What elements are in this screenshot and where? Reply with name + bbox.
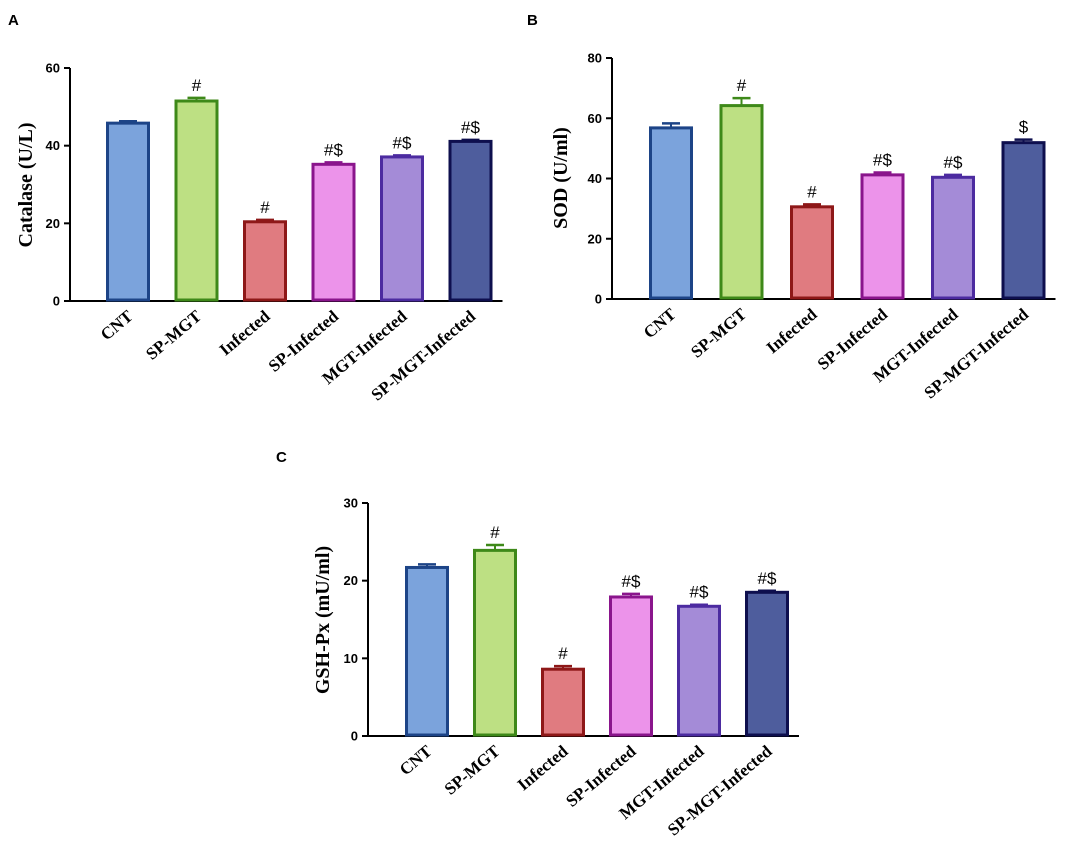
significance-label: $ [1019, 118, 1029, 137]
y-tick-label: 0 [595, 292, 602, 307]
bar-sp-mgt [473, 548, 517, 737]
y-tick-label: 20 [46, 216, 60, 231]
significance-label: # [737, 76, 747, 95]
y-tick-label: 0 [53, 294, 60, 309]
y-axis-label: GSH-Px (mU/ml) [312, 546, 334, 694]
y-axis-label: SOD (U/ml) [550, 127, 572, 229]
bar-infected [541, 667, 585, 737]
category-label: SP-MGT [441, 741, 504, 798]
significance-label: #$ [944, 153, 963, 172]
significance-label: # [192, 76, 202, 95]
bar-sp-mgt [719, 104, 764, 300]
y-tick-label: 60 [46, 61, 60, 76]
bar-sp-mgt-infected [1001, 141, 1046, 300]
category-label: Infected [216, 306, 274, 359]
significance-label: #$ [873, 150, 892, 169]
category-label: Infected [514, 741, 572, 794]
category-label: SP-MGT [142, 306, 205, 363]
y-tick-label: 40 [46, 138, 60, 153]
bar-sp-mgt [174, 99, 219, 302]
category-label: Infected [763, 304, 821, 357]
bar-cnt [649, 126, 693, 300]
bar-infected [790, 205, 834, 300]
y-tick-label: 40 [588, 171, 602, 186]
y-tick-label: 30 [344, 496, 358, 511]
bar-mgt-infected [931, 175, 975, 300]
y-tick-label: 20 [344, 573, 358, 588]
y-tick-label: 0 [351, 729, 358, 744]
bar-cnt [106, 121, 150, 302]
bar-sp-mgt-infected [448, 139, 493, 302]
significance-label: #$ [622, 572, 641, 591]
panel-label-c: C [276, 449, 287, 466]
significance-label: #$ [393, 133, 412, 152]
y-axis-label: Catalase (U/L) [15, 123, 37, 248]
chart-panel-b: B SOD (U/ml) 0 20 40 60 80 CNT # SP-MGT # Infected #… [527, 12, 1056, 402]
chart-panel-a: A Catalase (U/L) 0 20 40 60 CNT # SP-MGT # Infecte… [8, 12, 503, 404]
panel-label-b: B [527, 12, 538, 29]
bar-sp-mgt-infected [745, 590, 789, 737]
significance-label: #$ [324, 140, 343, 159]
bar-mgt-infected [380, 155, 424, 302]
bar-cnt [405, 565, 449, 737]
significance-label: # [558, 644, 568, 663]
chart-panel-c: C GSH-Px (mU/ml) 0 10 20 30 CNT # SP-MGT # Infecte… [276, 449, 799, 839]
significance-label: #$ [758, 569, 777, 588]
y-tick-label: 80 [588, 51, 602, 66]
y-tick-label: 60 [588, 111, 602, 126]
bar-sp-infected [311, 162, 356, 302]
significance-label: # [807, 182, 817, 201]
category-label: CNT [640, 304, 680, 342]
category-label: CNT [97, 306, 137, 344]
panel-label-a: A [8, 12, 19, 29]
bar-mgt-infected [677, 604, 721, 737]
category-label: CNT [396, 741, 436, 779]
significance-label: #$ [690, 583, 709, 602]
bar-infected [243, 220, 287, 302]
y-tick-label: 10 [344, 651, 358, 666]
significance-label: # [260, 198, 270, 217]
category-label: SP-MGT [687, 304, 750, 361]
significance-label: # [490, 523, 500, 542]
significance-label: #$ [461, 118, 480, 137]
bar-sp-infected [860, 173, 905, 300]
bar-sp-infected [609, 595, 653, 737]
y-tick-label: 20 [588, 231, 602, 246]
